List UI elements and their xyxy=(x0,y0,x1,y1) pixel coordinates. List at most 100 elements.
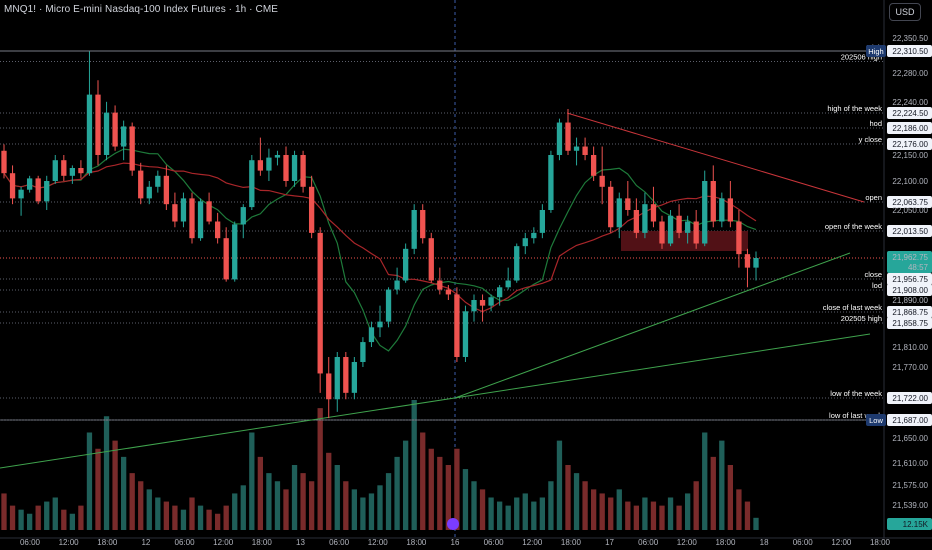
candle-body xyxy=(26,178,33,190)
candle-body xyxy=(377,321,383,328)
volume-bar xyxy=(189,497,195,530)
candle-body xyxy=(172,204,178,222)
candle-body xyxy=(582,146,588,155)
volume-bar xyxy=(454,448,460,530)
candle-body xyxy=(112,112,118,147)
time-tick: 06:00 xyxy=(20,538,41,547)
candle-body xyxy=(360,342,366,362)
volume-bar xyxy=(300,473,306,530)
last-price-text: 21,962.75 xyxy=(892,253,928,262)
price-tick: 22,050.00 xyxy=(892,206,928,215)
candle-body xyxy=(454,294,460,357)
level-label: hod xyxy=(869,119,882,128)
volume-bar xyxy=(232,493,238,530)
volume-bar xyxy=(129,473,135,530)
level-label: low of last week xyxy=(829,411,882,420)
price-tag-text: 22,013.50 xyxy=(892,227,928,236)
volume-bar xyxy=(616,489,622,530)
time-tick: 18 xyxy=(760,538,769,547)
level-label: close of last week xyxy=(823,303,882,312)
volume-bar xyxy=(146,489,152,530)
price-tag-text: 21,868.75 xyxy=(892,308,928,317)
price-tick: 21,575.00 xyxy=(892,481,928,490)
volume-bar xyxy=(69,513,76,530)
volume-bars xyxy=(1,400,759,530)
time-tick: 12:00 xyxy=(522,538,543,547)
candle-body xyxy=(351,362,358,393)
price-tick: 22,350.50 xyxy=(892,34,928,43)
volume-bar xyxy=(667,497,674,530)
volume-bar xyxy=(522,493,528,530)
candle-body xyxy=(599,175,605,187)
level-label: open xyxy=(865,193,882,202)
sma-line xyxy=(3,148,757,352)
volume-bar xyxy=(206,509,212,530)
price-tag xyxy=(887,138,932,150)
price-axis: 22,350.50 22,310.50 22,280.00 22,240.00 22,2… xyxy=(866,34,932,530)
candle-body xyxy=(163,175,170,205)
volume-bar xyxy=(437,456,443,530)
volume-bar xyxy=(445,465,452,530)
candles xyxy=(1,51,759,419)
volume-bar xyxy=(343,481,349,530)
candle-body xyxy=(1,150,7,174)
price-tick: 21,890.00 xyxy=(892,296,928,305)
volume-bar xyxy=(693,481,699,530)
candle-body xyxy=(736,221,742,255)
volume-bar xyxy=(531,501,537,530)
time-tick: 06:00 xyxy=(793,538,814,547)
candle-body xyxy=(531,232,537,239)
volume-bar xyxy=(18,509,24,530)
candle-body xyxy=(9,173,16,199)
candle-body xyxy=(437,280,443,290)
price-tick: 21,810.00 xyxy=(892,343,928,352)
volume-bar xyxy=(505,505,511,530)
candle-body xyxy=(240,207,246,225)
time-tick: 12:00 xyxy=(59,538,80,547)
volume-bar xyxy=(78,505,84,530)
time-tick: 12:00 xyxy=(368,538,389,547)
candle-body xyxy=(189,198,195,239)
volume-bar xyxy=(52,497,58,530)
price-tag xyxy=(887,306,932,318)
volume-bar xyxy=(334,465,340,530)
price-tick: 22,100.00 xyxy=(892,177,928,186)
time-tick: 12 xyxy=(141,538,150,547)
price-tick: 22,150.00 xyxy=(892,151,928,160)
candle-body xyxy=(573,146,580,151)
volume-bar xyxy=(223,505,229,530)
candle-body xyxy=(548,155,554,210)
replay-icon[interactable] xyxy=(447,518,459,530)
candle-body xyxy=(522,238,528,247)
volume-bar xyxy=(86,432,93,530)
candle-body xyxy=(693,221,699,244)
volume-bar xyxy=(402,440,409,530)
trend-lines xyxy=(0,112,871,469)
candle-body xyxy=(719,198,725,222)
price-tag-text: 22,176.00 xyxy=(892,140,928,149)
level-label: y close xyxy=(859,135,882,144)
time-tick: 06:00 xyxy=(329,538,350,547)
candle-body xyxy=(86,94,93,174)
price-tag xyxy=(887,107,932,119)
hl-badge xyxy=(866,414,886,426)
time-tick: 12:00 xyxy=(213,538,234,547)
price-tick: 22,280.00 xyxy=(892,69,928,78)
volume-bar xyxy=(599,493,605,530)
volume-bar xyxy=(249,432,255,530)
volume-bar xyxy=(214,513,221,530)
price-tag xyxy=(887,225,932,237)
time-tick: 18:00 xyxy=(406,538,427,547)
currency-button[interactable]: USD xyxy=(889,3,921,21)
level-label: high of the week xyxy=(827,104,882,113)
price-tag xyxy=(887,284,932,296)
volume-bar xyxy=(411,400,417,530)
candle-body xyxy=(702,181,708,244)
candle-body xyxy=(590,155,597,176)
level-label: close xyxy=(864,270,882,279)
candle-body xyxy=(514,246,520,281)
candle-body xyxy=(146,186,152,199)
candle-body xyxy=(420,210,426,239)
candle-body xyxy=(642,204,648,233)
